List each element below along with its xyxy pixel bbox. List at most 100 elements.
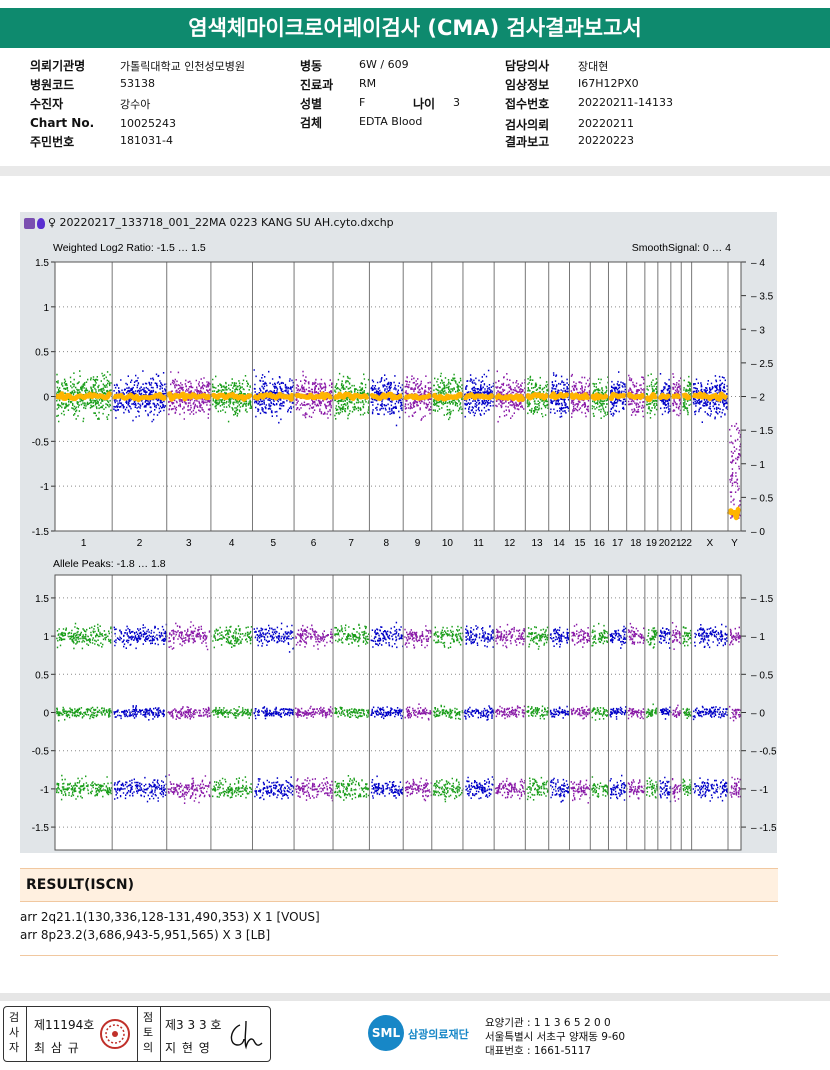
allele-peak-points bbox=[550, 777, 570, 803]
institution-value: 가톨릭대학교 인천성모병원 bbox=[120, 60, 245, 73]
receipt-value: 20220211-14133 bbox=[578, 96, 673, 109]
allele-peak-points bbox=[56, 706, 113, 722]
allele-peak-points bbox=[404, 777, 433, 802]
y-tick-label: 1 bbox=[43, 632, 49, 643]
chromosome-label: 14 bbox=[554, 538, 566, 549]
y-tick-label: 1 bbox=[43, 303, 49, 314]
y-tick-label: -0.5 bbox=[32, 747, 50, 758]
chromosome-label: 1 bbox=[81, 538, 87, 549]
approver-name: 지 현 영 bbox=[165, 1041, 211, 1055]
smooth-signal-line bbox=[165, 391, 212, 402]
allele-peak-points bbox=[167, 774, 211, 804]
chart-file-header: ♀ 20220217_133718_001_22MA 0223 KANG SU … bbox=[24, 216, 394, 229]
right-tick-label: – 3.5 bbox=[751, 292, 774, 303]
age-value: 3 bbox=[453, 96, 460, 109]
chart-no-value: 10025243 bbox=[120, 117, 176, 130]
age-label: 나이 bbox=[413, 97, 436, 111]
patient-label: 수진자 bbox=[30, 97, 64, 111]
examiner-name: 최 삼 규 bbox=[34, 1041, 80, 1055]
chromosome-label: 5 bbox=[271, 538, 277, 549]
allele-peak-points bbox=[591, 707, 609, 721]
code-label: 병원코드 bbox=[30, 78, 75, 92]
allele-peak-points bbox=[682, 626, 692, 647]
right-tick-label: – 2.5 bbox=[751, 359, 774, 370]
chart-plot-area: 1.5 1 0.5 0 -0.5 -1 -1.5 – 4 – 3.5 – 3 – 2.5 – 2 – 1… bbox=[32, 242, 777, 851]
allele-peak-points bbox=[465, 776, 495, 800]
address: 서울특별시 서초구 양재동 9-60 bbox=[485, 1031, 626, 1043]
right-tick-label: – 1 bbox=[751, 632, 765, 643]
log2-points bbox=[659, 373, 672, 416]
chromosome-label: 6 bbox=[311, 538, 317, 549]
allele-peak-points bbox=[526, 705, 549, 720]
y-tick-label: -1.5 bbox=[32, 527, 50, 538]
allele-peak-points bbox=[495, 705, 526, 720]
examiner-label: 검사자 bbox=[9, 1011, 20, 1054]
panel-border bbox=[54, 261, 742, 532]
allele-peak-points bbox=[433, 625, 464, 649]
chromosome-label: 15 bbox=[574, 538, 586, 549]
allele-peak-points bbox=[609, 625, 627, 649]
allele-peak-points bbox=[253, 706, 295, 720]
right-tick-label: – 0 bbox=[751, 709, 765, 720]
allele-peak-points bbox=[56, 622, 113, 650]
result-title: RESULT(ISCN) bbox=[26, 877, 135, 893]
request-value: 20220211 bbox=[578, 117, 634, 130]
chromosome-label: 12 bbox=[504, 538, 516, 549]
allele-peak-points bbox=[404, 625, 432, 649]
right-tick-label: – 1 bbox=[751, 460, 765, 471]
smooth-signal-line bbox=[403, 392, 433, 401]
y-tick-label: -1 bbox=[40, 785, 49, 796]
sml-logo-mark: SML bbox=[368, 1015, 404, 1051]
patient-info: 의뢰기관명 가톨릭대학교 인천성모병원 병원코드 53138 수진자 강수아 C… bbox=[0, 54, 830, 167]
marker-icon bbox=[37, 217, 45, 229]
right-tick-label: – 0 bbox=[751, 527, 765, 538]
chromosome-label: 8 bbox=[384, 538, 390, 549]
chromosome-label: 18 bbox=[630, 538, 642, 549]
allele-peak-points bbox=[167, 706, 212, 720]
allele-peak-points bbox=[549, 705, 570, 719]
chromosome-label: 22 bbox=[681, 538, 693, 549]
allele-peak-points bbox=[370, 621, 404, 649]
chromosome-label: Y bbox=[731, 538, 738, 549]
allele-peak-points bbox=[694, 623, 728, 649]
chromosome-label: 11 bbox=[473, 538, 484, 549]
right-tick-label: – -0.5 bbox=[751, 747, 777, 758]
smooth-signal-line bbox=[607, 391, 627, 402]
smooth-signal-line bbox=[493, 393, 527, 403]
allele-peak-points bbox=[464, 705, 495, 721]
smooth-signal-line bbox=[589, 392, 610, 401]
chromosome-label: 21 bbox=[670, 538, 682, 549]
result-line-2: arr 8p23.2(3,686,943-5,951,565) X 3 [LB] bbox=[20, 928, 271, 942]
allele-peak-points bbox=[729, 626, 741, 646]
smooth-signal-line bbox=[643, 392, 658, 403]
smooth-signal-line bbox=[293, 391, 333, 401]
right-tick-label: – 2 bbox=[751, 393, 765, 404]
specimen-value: EDTA Blood bbox=[359, 115, 423, 128]
clinical-value: I67H12PX0 bbox=[578, 77, 639, 90]
bottom-panel-title: Allele Peaks: -1.8 … 1.8 bbox=[53, 558, 166, 570]
result-divider bbox=[20, 955, 778, 956]
y-tick-label: 0 bbox=[43, 393, 49, 404]
allele-peak-points bbox=[432, 777, 463, 803]
result-line-1: arr 2q21.1(130,336,128-131,490,353) X 1 … bbox=[20, 910, 320, 924]
chart-no-label: Chart No. bbox=[30, 116, 95, 130]
allele-peak-points bbox=[56, 774, 113, 801]
approver-number: 제3 3 3 호 bbox=[165, 1018, 222, 1032]
allele-peak-points bbox=[658, 627, 671, 649]
smooth-signal-line bbox=[568, 392, 590, 401]
y-tick-label: -0.5 bbox=[32, 437, 50, 448]
doctor-label: 담당의사 bbox=[505, 59, 550, 73]
allele-peak-points bbox=[591, 622, 609, 647]
chromosome-label: 19 bbox=[646, 538, 658, 549]
smooth-signal-line bbox=[671, 393, 682, 399]
allele-peak-points bbox=[295, 705, 334, 719]
allele-peak-points bbox=[609, 706, 627, 720]
allele-peak-points bbox=[334, 775, 370, 801]
allele-peak-points bbox=[660, 706, 672, 720]
allele-peak-points bbox=[646, 777, 658, 799]
allele-peak-points bbox=[646, 627, 658, 649]
chromosome-label: X bbox=[706, 538, 713, 549]
allele-peak-points bbox=[295, 624, 334, 650]
right-tick-label: – 1.5 bbox=[751, 426, 774, 437]
dept-value: RM bbox=[359, 77, 377, 90]
